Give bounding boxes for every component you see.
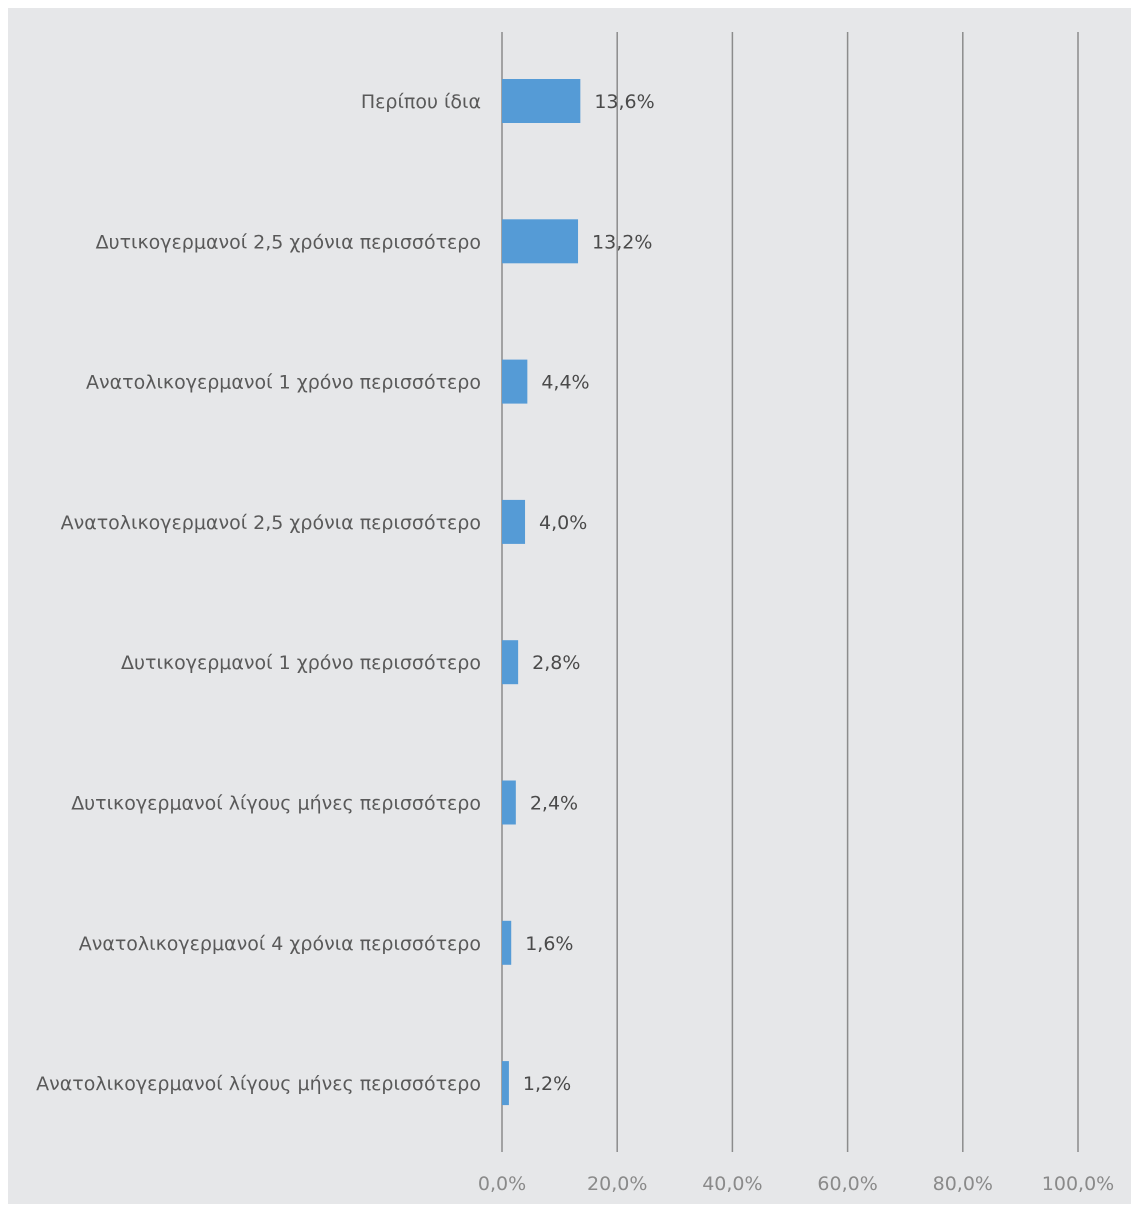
value-label: 13,2%: [592, 231, 652, 253]
x-axis-tick-labels: 0,0% 20,0% 40,0% 60,0% 80,0% 100,0%: [478, 1173, 1114, 1195]
bar: [502, 920, 512, 965]
x-tick-label: 0,0%: [478, 1173, 526, 1195]
bar: [502, 640, 519, 685]
value-label: 4,4%: [541, 372, 589, 394]
bars: [502, 79, 581, 1106]
value-label: 1,2%: [523, 1073, 571, 1095]
category-label: Ανατολικογερμανοί 2,5 χρόνια περισσότερο: [61, 512, 481, 534]
category-labels: Περίπου ίδια Δυτικογερμανοί 2,5 χρόνια πε…: [36, 91, 481, 1095]
bar: [502, 780, 516, 825]
gridlines: [501, 32, 1079, 1152]
bar: [502, 359, 528, 404]
x-tick-label: 80,0%: [933, 1173, 993, 1195]
category-label: Ανατολικογερμανοί 4 χρόνια περισσότερο: [79, 933, 481, 955]
category-label: Περίπου ίδια: [361, 91, 481, 113]
category-label: Ανατολικογερμανοί 1 χρόνο περισσότερο: [86, 372, 481, 394]
value-labels: 13,6% 13,2% 4,4% 4,0% 2,8% 2,4% 1,6% 1,2%: [523, 91, 655, 1095]
value-label: 2,4%: [530, 793, 578, 815]
value-label: 13,6%: [594, 91, 654, 113]
bar: [502, 1061, 509, 1106]
bar: [502, 79, 581, 123]
category-label: Δυτικογερμανοί 1 χρόνο περισσότερο: [121, 652, 481, 674]
category-label: Δυτικογερμανοί λίγους μήνες περισσότερο: [71, 793, 481, 815]
bar: [502, 219, 579, 264]
category-label: Δυτικογερμανοί 2,5 χρόνια περισσότερο: [96, 231, 481, 253]
x-tick-label: 40,0%: [702, 1173, 762, 1195]
x-tick-label: 100,0%: [1042, 1173, 1114, 1195]
x-tick-label: 20,0%: [587, 1173, 647, 1195]
bar: [502, 499, 526, 544]
category-label: Ανατολικογερμανοί λίγους μήνες περισσότε…: [36, 1073, 481, 1095]
value-label: 2,8%: [532, 652, 580, 674]
value-label: 1,6%: [525, 933, 573, 955]
x-tick-label: 60,0%: [817, 1173, 877, 1195]
value-label: 4,0%: [539, 512, 587, 534]
chart-panel: [8, 8, 1131, 1204]
